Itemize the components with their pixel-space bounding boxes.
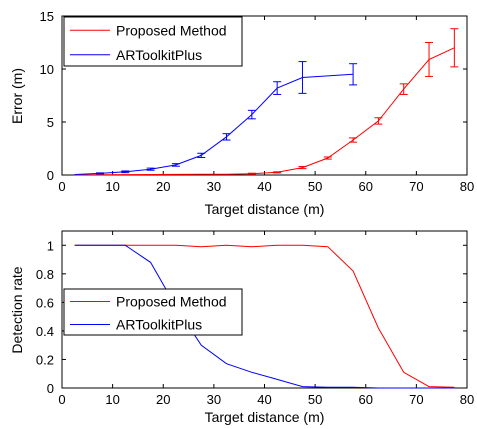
legend-label: ARToolkitPlus xyxy=(116,47,202,63)
x-axis-title: Target distance (m) xyxy=(205,409,325,425)
error-bar xyxy=(247,172,256,175)
legend-label: ARToolkitPlus xyxy=(116,317,202,333)
error-bar xyxy=(222,133,231,141)
series-line-1 xyxy=(74,244,455,388)
x-tick-label: 70 xyxy=(409,179,423,194)
x-tick-label: 20 xyxy=(156,392,170,407)
y-tick-label: 0.4 xyxy=(36,324,54,339)
y-tick-label: 10 xyxy=(40,62,54,77)
error-bar xyxy=(171,163,180,167)
error-bar xyxy=(399,83,408,95)
x-tick-label: 70 xyxy=(409,392,423,407)
error-bar xyxy=(450,28,459,68)
error-bar xyxy=(247,109,256,120)
x-tick-label: 40 xyxy=(257,179,271,194)
legend-box xyxy=(63,288,243,336)
x-tick-label: 50 xyxy=(308,179,322,194)
y-tick-label: 0.6 xyxy=(36,295,54,310)
x-tick-label: 30 xyxy=(207,179,221,194)
error-bar xyxy=(273,81,282,95)
x-tick-label: 80 xyxy=(460,392,474,407)
series-line-1 xyxy=(74,47,455,176)
error-bar xyxy=(121,170,130,174)
error-bar xyxy=(95,172,104,175)
series-line-2 xyxy=(74,244,455,389)
chart-2: 0 10 20 30 40 50 60 70 80 0 0.2 0.4 0.6 0.8 1 Target di… xyxy=(9,230,474,425)
x-axis-title: Target distance (m) xyxy=(205,201,325,217)
error-bar xyxy=(298,166,307,170)
y-tick-label: 1 xyxy=(47,238,54,253)
legend: Proposed Method ARToolkitPlus xyxy=(63,288,243,336)
error-bar xyxy=(323,156,332,160)
y-tick-label: 0 xyxy=(47,168,54,183)
error-bar xyxy=(374,117,383,125)
legend: Proposed Method ARToolkitPlus xyxy=(63,16,243,67)
legend-label: Proposed Method xyxy=(116,22,227,38)
error-bar xyxy=(273,171,282,174)
x-tick-label: 20 xyxy=(156,179,170,194)
error-bar xyxy=(146,167,155,171)
y-tick-label: 0 xyxy=(47,381,54,396)
x-tick-label: 60 xyxy=(359,179,373,194)
y-tick-label: 5 xyxy=(47,115,54,130)
series-line-2 xyxy=(74,73,354,175)
error-bar xyxy=(298,61,307,94)
error-bar xyxy=(425,42,434,77)
y-tick-label: 0.8 xyxy=(36,267,54,282)
x-tick-label: 10 xyxy=(105,179,119,194)
x-tick-label: 60 xyxy=(359,392,373,407)
x-tick-label: 10 xyxy=(105,392,119,407)
x-tick-label: 40 xyxy=(257,392,271,407)
y-axis-title: Error (m) xyxy=(9,68,25,124)
y-tick-label: 15 xyxy=(40,9,54,24)
legend-label: Proposed Method xyxy=(116,294,227,310)
x-tick-label: 0 xyxy=(58,179,65,194)
y-axis-title: Detection rate xyxy=(9,266,25,353)
y-tick-label: 0.2 xyxy=(36,352,54,367)
x-tick-label: 80 xyxy=(460,179,474,194)
error-bar xyxy=(349,63,358,86)
x-tick-label: 30 xyxy=(207,392,221,407)
legend-box xyxy=(63,16,243,67)
chart-1: 0 10 20 30 40 50 60 70 80 0 5 10 15 Target distance (… xyxy=(9,9,474,217)
error-bar xyxy=(349,137,358,143)
x-tick-label: 0 xyxy=(58,392,65,407)
x-tick-label: 50 xyxy=(308,392,322,407)
error-bar xyxy=(197,152,206,159)
